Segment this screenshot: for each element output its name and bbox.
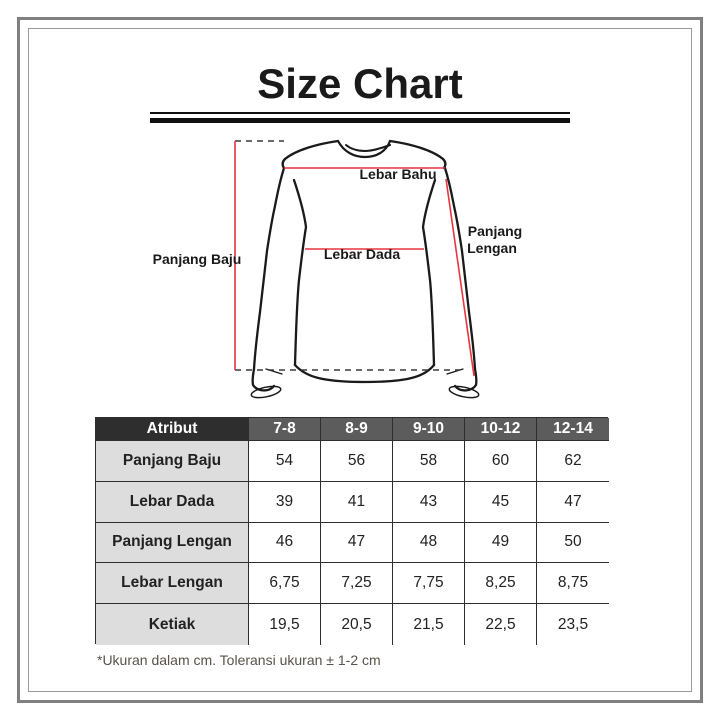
svg-text:Panjang Baju: Panjang Baju	[153, 251, 242, 267]
svg-text:Lebar Dada: Lebar Dada	[324, 246, 400, 262]
svg-text:Lengan: Lengan	[467, 240, 517, 256]
svg-text:Panjang: Panjang	[468, 223, 522, 239]
svg-text:Lebar Bahu: Lebar Bahu	[359, 166, 436, 182]
